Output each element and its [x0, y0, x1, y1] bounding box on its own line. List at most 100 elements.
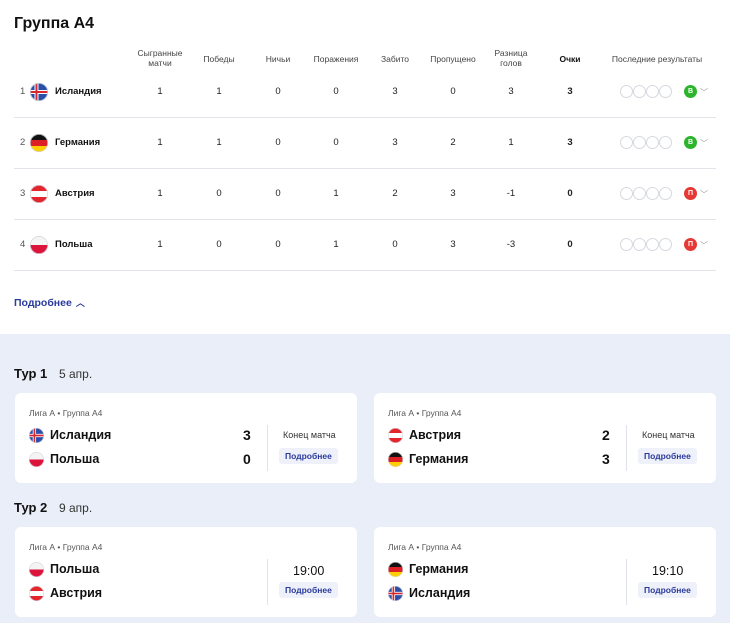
cell-played: 1 [157, 86, 163, 97]
chevron-down-icon[interactable]: ﹀ [700, 190, 708, 199]
germany-flag-icon [30, 134, 48, 152]
team-name[interactable]: Польша [55, 239, 93, 250]
away-team-name[interactable]: Германия [409, 452, 469, 466]
iceland-flag-icon [29, 428, 44, 443]
match-details-button[interactable]: Подробнее [279, 448, 338, 464]
cell-points: 0 [567, 188, 573, 199]
tour-date: 9 апр. [59, 501, 93, 515]
match-details-button[interactable]: Подробнее [638, 582, 697, 598]
match-details-button[interactable]: Подробнее [638, 448, 697, 464]
card-divider [626, 559, 627, 605]
more-link[interactable]: Подробнее ︿ [14, 296, 85, 309]
header-losses: Поражения [313, 54, 359, 64]
away-team-name[interactable]: Австрия [50, 586, 103, 600]
home-team-name[interactable]: Австрия [409, 428, 462, 442]
header-last-results: Последние результаты [611, 54, 703, 64]
match-time: 19:10 [652, 564, 684, 578]
cell-draws: 0 [275, 86, 281, 97]
cell-losses: 0 [333, 137, 339, 148]
cell-points: 3 [567, 86, 573, 97]
team-position: 1 [20, 86, 26, 97]
group-title: Группа А4 [14, 15, 95, 32]
table-row[interactable]: 4 Польша 1 0 0 1 0 3 -3 0 П ﹀ [14, 220, 716, 271]
empty-result-icon [633, 238, 646, 251]
table-row[interactable]: 3 Австрия 1 0 0 1 2 3 -1 0 П ﹀ [14, 169, 716, 220]
empty-result-icon [659, 238, 672, 251]
empty-result-icon [633, 187, 646, 200]
card-divider [267, 425, 268, 471]
cell-diff: -1 [506, 188, 516, 199]
match-league: Лига А • Группа А4 [388, 408, 462, 418]
poland-flag-icon [30, 236, 48, 254]
table-header: Сыгранные матчи Победы Ничьи Поражения З… [0, 46, 730, 72]
cell-scored: 2 [392, 188, 398, 199]
home-team-name[interactable]: Исландия [50, 428, 112, 442]
match-status: Конец матча [283, 430, 336, 440]
cell-scored: 0 [392, 239, 398, 250]
away-team-name[interactable]: Исландия [409, 586, 471, 600]
empty-result-icon [646, 238, 659, 251]
standings-section: Группа А4 Сыгранные матчи Победы Ничьи П… [0, 15, 730, 309]
cell-draws: 0 [275, 188, 281, 199]
germany-flag-icon [388, 452, 403, 467]
last-results[interactable]: П ﹀ [620, 187, 710, 201]
chevron-up-icon: ︿ [75, 298, 85, 308]
header-points: Очки [559, 54, 581, 64]
matches-section: Тур 1 5 апр. Лига А • Группа А4 Исландия Пол… [0, 334, 730, 623]
tour-label: Тур 2 [14, 500, 48, 515]
match-card[interactable]: Лига А • Группа А4 Германия Исландия 19:10 П… [374, 527, 716, 617]
match-status: Конец матча [642, 430, 695, 440]
empty-result-icon [633, 85, 646, 98]
table-row[interactable]: 2 Германия 1 1 0 0 3 2 1 3 В ﹀ [14, 118, 716, 169]
last-results[interactable]: В ﹀ [620, 136, 710, 150]
away-team-name[interactable]: Польша [50, 452, 100, 466]
result-badge: П [684, 238, 697, 251]
cell-scored: 3 [392, 137, 398, 148]
empty-result-icon [659, 187, 672, 200]
chevron-down-icon[interactable]: ﹀ [700, 88, 708, 97]
match-card[interactable]: Лига А • Группа А4 Польша Австрия 19:00 Подр… [15, 527, 357, 617]
match-card[interactable]: Лига А • Группа А4 Австрия Германия 2 3 Конец… [374, 393, 716, 483]
home-team-name[interactable]: Польша [50, 562, 100, 576]
last-results[interactable]: П ﹀ [620, 238, 710, 252]
match-card[interactable]: Лига А • Группа А4 Исландия Польша 3 0 Конец … [15, 393, 357, 483]
cell-wins: 1 [216, 86, 222, 97]
match-league: Лига А • Группа А4 [29, 542, 103, 552]
match-league: Лига А • Группа А4 [388, 542, 462, 552]
cell-conceded: 0 [450, 86, 456, 97]
cell-played: 1 [157, 239, 163, 250]
chevron-down-icon[interactable]: ﹀ [700, 241, 708, 250]
result-badge: В [684, 85, 697, 98]
team-name[interactable]: Австрия [55, 188, 95, 199]
cell-diff: 3 [508, 86, 514, 97]
cell-losses: 1 [333, 188, 339, 199]
cell-diff: 1 [508, 137, 514, 148]
match-time: 19:00 [293, 564, 325, 578]
match-details-button[interactable]: Подробнее [279, 582, 338, 598]
iceland-flag-icon [388, 586, 403, 601]
cell-wins: 0 [216, 239, 222, 250]
iceland-flag-icon [30, 83, 48, 101]
match-league: Лига А • Группа А4 [29, 408, 103, 418]
last-results[interactable]: В ﹀ [620, 85, 710, 99]
empty-result-icon [620, 187, 633, 200]
more-link-label: Подробнее [14, 297, 72, 309]
home-score: 2 [602, 427, 610, 443]
tour-label: Тур 1 [14, 366, 48, 381]
card-divider [626, 425, 627, 471]
away-score: 0 [243, 451, 251, 467]
table-row[interactable]: 1 Исландия 1 1 0 0 3 0 3 3 В ﹀ [14, 67, 716, 118]
empty-result-icon [646, 85, 659, 98]
austria-flag-icon [29, 586, 44, 601]
cell-diff: -3 [506, 239, 516, 250]
cell-draws: 0 [275, 137, 281, 148]
team-position: 4 [20, 239, 26, 250]
chevron-down-icon[interactable]: ﹀ [700, 139, 708, 148]
poland-flag-icon [29, 562, 44, 577]
cell-played: 1 [157, 188, 163, 199]
home-team-name[interactable]: Германия [409, 562, 469, 576]
header-played: Сыгранные матчи [137, 48, 183, 68]
cell-wins: 1 [216, 137, 222, 148]
team-name[interactable]: Исландия [55, 86, 102, 97]
team-name[interactable]: Германия [55, 137, 101, 148]
